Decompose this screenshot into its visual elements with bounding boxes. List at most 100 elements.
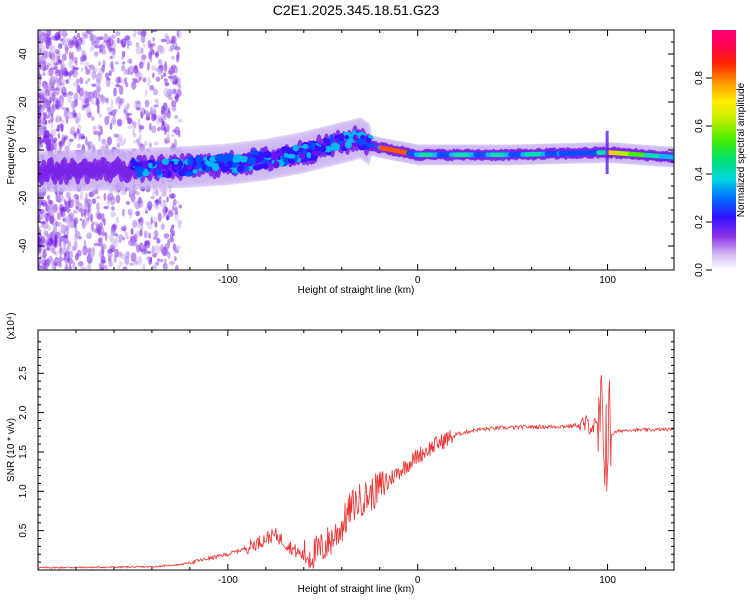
spectrogram-noise-speck bbox=[46, 70, 53, 77]
spectrogram-noise-speck bbox=[84, 61, 90, 67]
spectrogram-noise-speck bbox=[60, 64, 65, 71]
spectrogram-noise-speck bbox=[170, 64, 177, 70]
spectrogram-noise-speck bbox=[135, 107, 141, 111]
spectrogram-noise-speck bbox=[73, 240, 78, 251]
spectrogram-noise-speck bbox=[71, 51, 74, 61]
spectrogram-noise-speck bbox=[160, 215, 166, 219]
spectrogram-noise-speck bbox=[106, 97, 110, 106]
spectrogram-x-label: Height of straight line (km) bbox=[298, 285, 415, 296]
spectrogram-noise-speck bbox=[72, 261, 76, 270]
spectrogram-noise-speck bbox=[122, 236, 125, 241]
spectrogram-noise-speck bbox=[76, 249, 82, 257]
spectrogram-noise-speck bbox=[101, 138, 107, 145]
spectrogram-noise-speck bbox=[79, 217, 83, 222]
spectrogram-noise-speck bbox=[134, 79, 140, 84]
spectrogram-noise-speck bbox=[160, 223, 165, 230]
spectrogram-noise-speck bbox=[172, 229, 175, 237]
spectrogram-noise-speck bbox=[123, 267, 127, 270]
spectrogram-noise-speck bbox=[78, 260, 84, 267]
spectrogram-noise-speck bbox=[65, 224, 70, 232]
spectrogram-noise-speck bbox=[127, 239, 133, 246]
spectrogram-noise-speck bbox=[56, 222, 60, 226]
spectrogram-noise-speck bbox=[126, 43, 130, 50]
spectrogram-plot: -100 0 100 -40 -20 0 20 40 Height of straight l… bbox=[6, 29, 675, 296]
snr-ticks: -100 0 100 0.5 1.0 1.5 2.0 2.5 bbox=[18, 330, 674, 586]
spectrogram-noise-speck bbox=[113, 87, 117, 97]
spectrogram-noise-speck bbox=[151, 65, 157, 72]
spectrogram-noise-speck bbox=[118, 98, 123, 107]
spectrogram-noise-speck bbox=[108, 260, 113, 267]
spectrogram-noise-speck bbox=[116, 118, 123, 127]
spectrogram-noise-speck bbox=[46, 194, 51, 201]
spectrogram-feature bbox=[162, 159, 169, 165]
spectrogram-noise-speck bbox=[172, 80, 178, 85]
spectrogram-feature bbox=[218, 162, 225, 168]
spectrogram-noise-speck bbox=[66, 206, 71, 214]
spectrogram-noise-speck bbox=[171, 56, 175, 60]
spectrogram-noise-speck bbox=[152, 37, 155, 42]
spectrogram-noise-speck bbox=[49, 96, 53, 104]
spectrogram-noise-speck bbox=[166, 214, 169, 221]
spectrogram-noise-speck bbox=[67, 258, 74, 265]
spectrogram-noise-speck bbox=[47, 204, 53, 213]
spectrogram-noise-speck bbox=[116, 142, 121, 149]
spectrogram-noise-speck bbox=[52, 66, 58, 71]
spectrogram-noise-speck bbox=[146, 250, 152, 254]
spectrogram-noise-speck bbox=[38, 33, 42, 42]
spectrogram-ytick-label: -20 bbox=[18, 190, 29, 205]
spectrogram-noise-speck bbox=[155, 198, 160, 206]
spectrogram-feature bbox=[230, 162, 238, 168]
spectrogram-feature bbox=[166, 170, 172, 178]
spectrogram-noise-speck bbox=[106, 136, 113, 146]
spectrogram-noise-speck bbox=[85, 136, 88, 146]
spectrogram-noise-speck bbox=[118, 234, 124, 240]
colorbar-tick-label: 0.4 bbox=[694, 167, 705, 181]
spectrogram-noise-speck bbox=[94, 44, 101, 49]
spectrogram-noise-speck bbox=[134, 100, 141, 105]
spectrogram-noise-speck bbox=[96, 195, 100, 200]
spectrogram-noise-speck bbox=[103, 192, 107, 201]
spectrogram-noise-speck bbox=[154, 230, 158, 238]
spectrogram-noise-speck bbox=[58, 123, 63, 129]
spectrogram-feature bbox=[320, 144, 327, 153]
spectrogram-feature bbox=[156, 164, 165, 170]
spectrogram-noise-speck bbox=[45, 230, 49, 237]
spectrogram-noise-speck bbox=[39, 254, 43, 261]
spectrogram-noise-speck bbox=[145, 221, 150, 226]
spectrogram-noise-speck bbox=[163, 63, 168, 73]
spectrogram-noise-speck bbox=[53, 250, 56, 255]
spectrogram-noise-speck bbox=[38, 88, 44, 94]
spectrogram-noise-speck bbox=[87, 144, 91, 151]
spectrogram-noise-speck bbox=[38, 97, 41, 106]
spectrogram-noise-speck bbox=[158, 196, 162, 205]
spectrogram-noise-speck bbox=[149, 84, 155, 91]
spectrogram-noise-speck bbox=[41, 199, 47, 207]
spectrogram-noise-speck bbox=[110, 211, 116, 218]
spectrogram-noise-speck bbox=[67, 114, 73, 120]
spectrogram-feature bbox=[168, 160, 175, 166]
spectrogram-noise-speck bbox=[113, 254, 117, 263]
spectrogram-noise-speck bbox=[74, 60, 78, 67]
spectrogram-noise-speck bbox=[156, 238, 161, 244]
snr-background bbox=[38, 330, 674, 570]
spectrogram-noise-speck bbox=[122, 191, 127, 196]
spectrogram-noise-speck bbox=[81, 135, 86, 140]
spectrogram-noise-speck bbox=[170, 193, 176, 199]
spectrogram-noise-speck bbox=[113, 108, 118, 113]
spectrogram-noise-speck bbox=[133, 121, 137, 129]
spectrogram-feature bbox=[246, 156, 257, 165]
spectrogram-feature bbox=[310, 141, 316, 151]
spectrogram-noise-speck bbox=[163, 258, 167, 264]
spectrogram-ytick-label: 0 bbox=[18, 147, 29, 153]
spectrogram-noise-speck bbox=[75, 40, 79, 49]
spectrogram-feature bbox=[140, 160, 148, 170]
spectrogram-noise-speck bbox=[69, 127, 76, 134]
spectrogram-noise-speck bbox=[164, 140, 171, 144]
spectrogram-noise-speck bbox=[50, 263, 56, 270]
spectrogram-noise-speck bbox=[173, 200, 179, 205]
spectrogram-noise-speck bbox=[152, 88, 159, 96]
spectrogram-noise-speck bbox=[95, 96, 99, 105]
spectrogram-noise-speck bbox=[97, 81, 101, 86]
colorbar-label: Normalized spectral amplitude bbox=[736, 82, 747, 217]
